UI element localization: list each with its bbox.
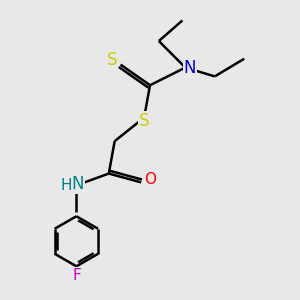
Text: N: N [184,58,196,76]
Text: O: O [144,172,156,187]
Text: N: N [72,175,84,193]
Text: F: F [72,268,81,283]
Text: S: S [106,51,117,69]
Text: S: S [139,112,149,130]
Text: H: H [60,178,72,193]
